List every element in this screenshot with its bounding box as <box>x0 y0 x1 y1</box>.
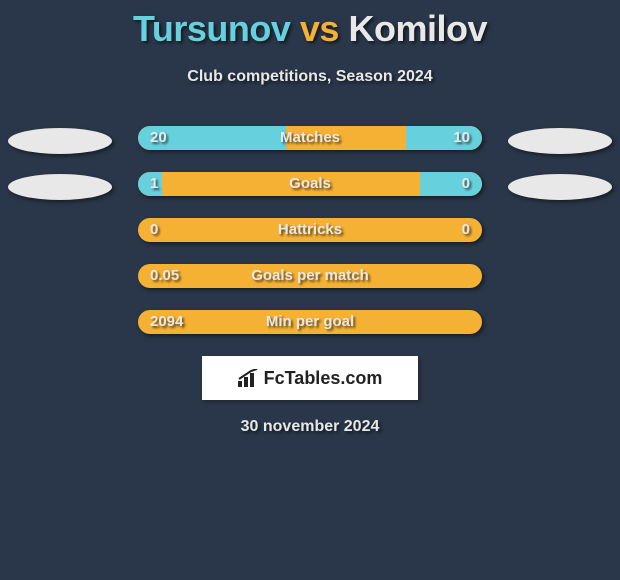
stat-value-right: 10 <box>453 126 470 150</box>
subtitle: Club competitions, Season 2024 <box>0 68 620 86</box>
stat-bar: 0.05Goals per match <box>138 264 482 288</box>
date: 30 november 2024 <box>0 418 620 436</box>
logo-box: FcTables.com <box>202 356 418 400</box>
stat-bar: 0Hattricks0 <box>138 218 482 242</box>
player1-oval <box>8 174 112 200</box>
stat-row: 2094Min per goal <box>0 310 620 338</box>
player1-oval <box>8 128 112 154</box>
logo: FcTables.com <box>238 368 383 389</box>
title-vs: vs <box>300 8 339 49</box>
page-title: Tursunov vs Komilov <box>0 0 620 50</box>
stat-bar: 20Matches10 <box>138 126 482 150</box>
stat-row: 0Hattricks0 <box>0 218 620 246</box>
title-player1: Tursunov <box>133 8 290 49</box>
stats-container: 20Matches101Goals00Hattricks00.05Goals p… <box>0 126 620 338</box>
stat-name: Hattricks <box>138 218 482 242</box>
stat-row: 20Matches10 <box>0 126 620 154</box>
stat-bar: 2094Min per goal <box>138 310 482 334</box>
title-player2: Komilov <box>348 8 487 49</box>
chart-icon <box>238 369 260 387</box>
stat-name: Goals per match <box>138 264 482 288</box>
stat-row: 0.05Goals per match <box>0 264 620 292</box>
stat-value-right: 0 <box>462 172 470 196</box>
stat-value-right: 0 <box>462 218 470 242</box>
player2-oval <box>508 128 612 154</box>
stat-name: Matches <box>138 126 482 150</box>
logo-text: FcTables.com <box>264 368 383 389</box>
player2-oval <box>508 174 612 200</box>
stat-name: Min per goal <box>138 310 482 334</box>
stat-row: 1Goals0 <box>0 172 620 200</box>
stat-name: Goals <box>138 172 482 196</box>
stat-bar: 1Goals0 <box>138 172 482 196</box>
